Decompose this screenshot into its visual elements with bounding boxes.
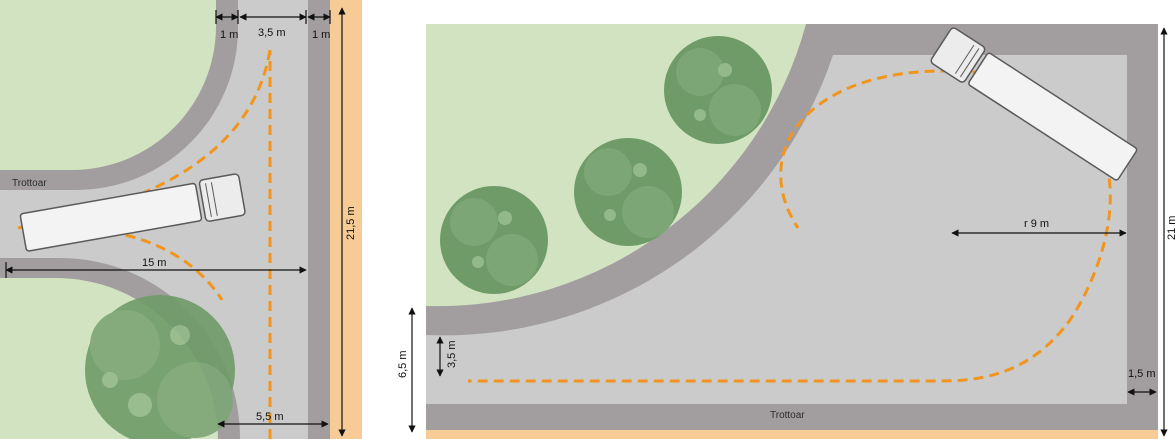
right-dim-radius: r 9 m [1024,218,1049,230]
left-dim-height: 21,5 m [345,206,357,240]
right-dim-height: 21 m [1166,216,1176,240]
left-dim-width: 15 m [142,257,166,269]
left-right-sidewalk [308,0,330,439]
left-dim-lane: 3,5 m [258,27,286,39]
left-dim-curb-right: 1 m [312,29,330,41]
right-dim-curb: 1,5 m [1128,368,1156,380]
left-sidewalk-label: Trottoar [12,178,47,189]
right-tree-icon-1 [664,36,772,144]
right-diagram: Trottoar r 9 m 3,5 m 1,5 m [426,24,1158,439]
left-diagram: Trottoar 1 m 3,5 m 1 m 15 m 21,5 m 5,5 m [0,0,362,439]
right-road [426,55,1127,404]
right-dim-outer: 6,5 m [397,350,409,378]
left-dim-curb-left: 1 m [220,29,238,41]
left-truck-icon [19,173,246,252]
right-tree-icon-3 [440,186,548,294]
right-tree-icon-2 [574,138,682,246]
left-tree-icon [85,295,235,439]
left-top-grass [0,0,216,170]
left-dim-bottom: 5,5 m [256,411,284,423]
right-sidewalk-label: Trottoar [770,410,805,421]
left-path-turn-down [109,230,224,301]
left-path-turn-up [17,49,272,230]
right-truck-icon [930,27,1138,181]
right-dim-inner: 3,5 m [446,340,458,368]
right-tan-strip [426,430,1158,439]
